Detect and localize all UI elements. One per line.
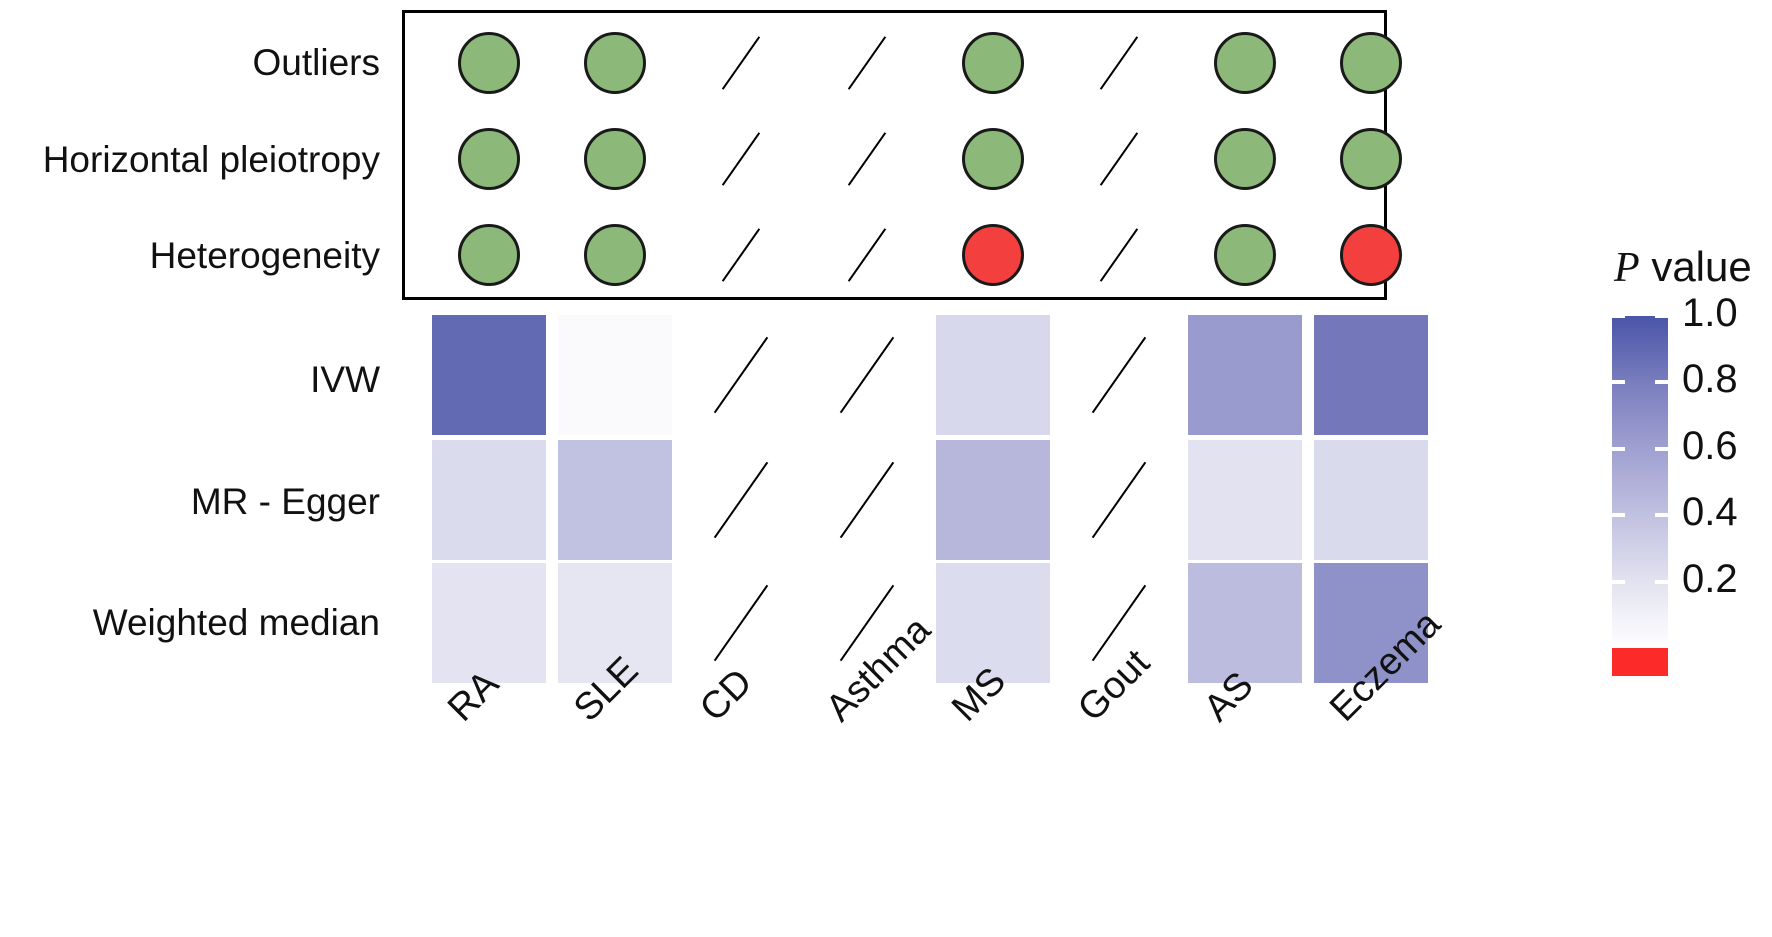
heatmap-cell: [432, 440, 546, 560]
status-circle-pass-icon: [584, 224, 646, 286]
na-slash-icon: [713, 584, 769, 662]
colorbar-tick-label: 0.8: [1682, 357, 1738, 402]
colorbar-title: P value: [1614, 243, 1752, 291]
heatmap-cell: [558, 315, 672, 435]
row-label-outliers: Outliers: [252, 42, 380, 83]
heatmap-cell: [558, 440, 672, 560]
status-circle-pass-icon: [1340, 32, 1402, 94]
heatmap-cell: [936, 440, 1050, 560]
status-circle-fail-icon: [1340, 224, 1402, 286]
na-slash-icon: [839, 336, 895, 414]
status-circle-pass-icon: [1214, 224, 1276, 286]
colorbar-tick-label: 0.4: [1682, 490, 1738, 535]
colorbar-tick: [1612, 513, 1625, 518]
status-circle-fail-icon: [962, 224, 1024, 286]
heatmap-cell: [936, 315, 1050, 435]
colorbar-tick: [1612, 579, 1625, 584]
heatmap-cell: [558, 563, 672, 683]
status-circle-pass-icon: [962, 128, 1024, 190]
status-circle-pass-icon: [1214, 128, 1276, 190]
heatmap-cell: [432, 563, 546, 683]
status-circle-pass-icon: [1340, 128, 1402, 190]
status-circle-pass-icon: [458, 128, 520, 190]
x-axis-label-asthma: Asthma: [818, 608, 939, 730]
heatmap-cell: [1188, 440, 1302, 560]
heatmap-cell: [432, 315, 546, 435]
na-slash-icon: [1091, 336, 1147, 414]
heatmap-cell: [1188, 315, 1302, 435]
colorbar-tick: [1655, 380, 1668, 385]
na-slash-icon: [713, 461, 769, 539]
colorbar-tick: [1612, 314, 1625, 318]
colorbar-tick: [1655, 579, 1668, 584]
status-circle-pass-icon: [962, 32, 1024, 94]
colorbar: [1612, 316, 1668, 676]
colorbar-tick: [1655, 513, 1668, 518]
colorbar-tick: [1655, 314, 1668, 318]
heatmap-cell: [1314, 315, 1428, 435]
colorbar-tick: [1655, 446, 1668, 451]
na-slash-icon: [839, 461, 895, 539]
colorbar-tick: [1612, 446, 1625, 451]
row-label-heterogeneity: Heterogeneity: [149, 235, 380, 276]
x-axis-label-gout: Gout: [1070, 641, 1158, 730]
na-slash-icon: [713, 336, 769, 414]
colorbar-tick-label: 0.2: [1682, 556, 1738, 601]
na-slash-icon: [1091, 461, 1147, 539]
x-axis-label-cd: CD: [692, 661, 761, 730]
colorbar-significant-band: [1612, 648, 1668, 676]
status-circle-pass-icon: [458, 32, 520, 94]
colorbar-tick-label: 1.0: [1682, 291, 1738, 335]
row-label-horizontal-pleiotropy: Horizontal pleiotropy: [42, 139, 380, 180]
status-circle-pass-icon: [458, 224, 520, 286]
heatmap-cell: [936, 563, 1050, 683]
colorbar-tick-label: 0.6: [1682, 423, 1738, 468]
colorbar-tick: [1612, 380, 1625, 385]
row-label-weighted-median: Weighted median: [92, 602, 380, 643]
heatmap-cell: [1314, 440, 1428, 560]
row-label-mr-egger: MR - Egger: [190, 481, 380, 522]
heatmap-cell: [1314, 563, 1428, 683]
status-circle-pass-icon: [1214, 32, 1276, 94]
status-circle-pass-icon: [584, 128, 646, 190]
row-label-ivw: IVW: [310, 359, 380, 400]
heatmap-cell: [1188, 563, 1302, 683]
status-circle-pass-icon: [584, 32, 646, 94]
colorbar-gradient: [1612, 316, 1668, 648]
